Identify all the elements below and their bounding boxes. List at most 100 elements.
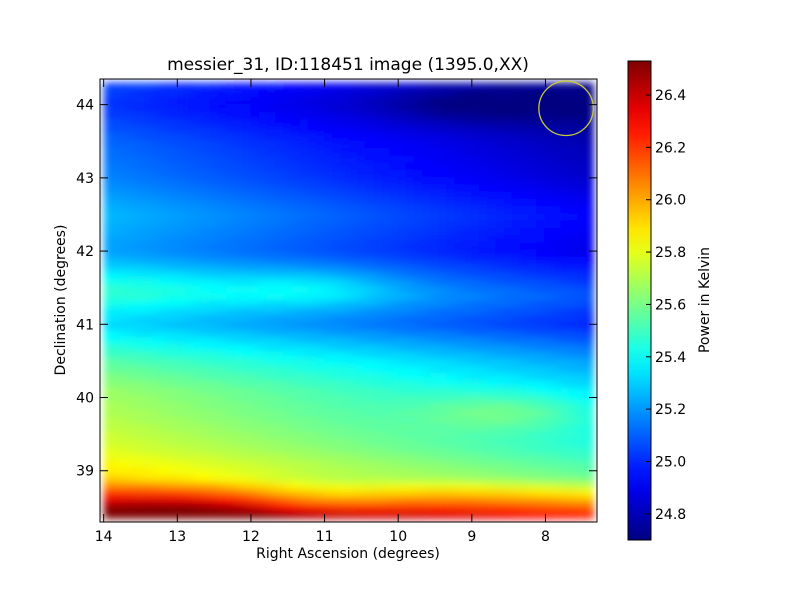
heatmap-cell [364, 148, 374, 156]
heatmap-cell [413, 503, 423, 512]
heatmap-cell [209, 460, 219, 469]
heatmap-cell [421, 503, 431, 512]
heatmap-cell [389, 162, 399, 171]
heatmap-cell [511, 438, 521, 447]
heatmap-cell [381, 416, 390, 425]
heatmap-cell [430, 198, 439, 207]
heatmap-cell [242, 416, 252, 425]
heatmap-cell [291, 452, 301, 461]
heatmap-cell [307, 402, 317, 411]
heatmap-cell [585, 191, 594, 200]
heatmap-cell [536, 431, 545, 440]
heatmap-cell [152, 344, 162, 352]
heatmap-cell [470, 402, 480, 411]
heatmap-cell [487, 438, 496, 447]
heatmap-cell [291, 256, 301, 265]
heatmap-cell [160, 285, 170, 294]
heatmap-cell [503, 445, 513, 454]
heatmap-cell [585, 438, 594, 447]
heatmap-cell [364, 482, 374, 490]
heatmap-cell [242, 264, 252, 273]
heatmap-cell [201, 394, 211, 403]
heatmap-cell [405, 438, 415, 447]
heatmap-cell [299, 104, 309, 113]
heatmap-cell [405, 242, 415, 251]
heatmap-cell [168, 496, 178, 505]
heatmap-cell [577, 206, 586, 214]
heatmap-cell [144, 416, 154, 425]
heatmap-cell [430, 358, 439, 367]
heatmap-cell [144, 140, 154, 149]
heatmap-cell [470, 380, 480, 389]
heatmap-cell [120, 394, 129, 403]
heatmap-cell [266, 307, 276, 316]
heatmap-cell [364, 322, 374, 331]
heatmap-cell [487, 307, 496, 316]
heatmap-cell [528, 293, 537, 302]
heatmap-cell [577, 380, 586, 389]
heatmap-cell [185, 155, 195, 164]
heatmap-cell [242, 482, 252, 490]
heatmap-cell [536, 423, 545, 432]
heatmap-cell [389, 380, 399, 389]
heatmap-cell [226, 409, 235, 418]
heatmap-cell [128, 227, 137, 236]
heatmap-cell [446, 213, 456, 222]
heatmap-cell [528, 184, 537, 193]
heatmap-cell [226, 293, 235, 302]
heatmap-cell [536, 126, 545, 135]
heatmap-cell [511, 336, 521, 345]
heatmap-cell [120, 235, 129, 244]
heatmap-cell [568, 351, 578, 360]
heatmap-cell [348, 97, 358, 106]
heatmap-cell [177, 467, 186, 476]
heatmap-cell [266, 322, 276, 331]
heatmap-cell [201, 242, 211, 251]
heatmap-cell [364, 271, 374, 280]
heatmap-cell [160, 503, 170, 512]
heatmap-cell [405, 482, 415, 490]
heatmap-cell [185, 249, 195, 258]
heatmap-cell [511, 162, 521, 171]
heatmap-cell [479, 155, 488, 164]
heatmap-cell [332, 293, 341, 302]
heatmap-cell [103, 118, 113, 127]
heatmap-cell [120, 264, 129, 273]
heatmap-cell [266, 235, 276, 244]
heatmap-cell [381, 489, 390, 498]
heatmap-cell [340, 271, 350, 280]
heatmap-cell [136, 213, 146, 222]
heatmap-cell [177, 220, 186, 229]
heatmap-cell [217, 315, 227, 323]
heatmap-cell [446, 336, 456, 345]
heatmap-cell [568, 249, 578, 258]
heatmap-cell [462, 111, 472, 120]
heatmap-cell [560, 409, 570, 418]
heatmap-cell [160, 460, 170, 469]
heatmap-cell [103, 387, 113, 396]
heatmap-cell [103, 489, 113, 498]
heatmap-cell [528, 380, 537, 389]
heatmap-cell [234, 344, 244, 352]
heatmap-cell [421, 162, 431, 171]
heatmap-cell [128, 278, 137, 287]
heatmap-cell [315, 191, 325, 200]
heatmap-cell [201, 511, 211, 519]
heatmap-cell [111, 126, 121, 135]
heatmap-cell [283, 271, 292, 280]
y-tick-label: 41 [76, 317, 94, 333]
heatmap-cell [462, 460, 472, 469]
heatmap-cell [234, 162, 244, 171]
heatmap-cell [503, 511, 513, 519]
heatmap-cell [405, 489, 415, 498]
heatmap-cell [168, 423, 178, 432]
heatmap-cell [397, 111, 407, 120]
heatmap-cell [217, 503, 227, 512]
heatmap-cell [519, 285, 529, 294]
heatmap-cell [128, 264, 137, 273]
heatmap-cell [348, 285, 358, 294]
heatmap-cell [519, 169, 529, 178]
heatmap-cell [226, 220, 235, 229]
heatmap-cell [511, 503, 521, 512]
